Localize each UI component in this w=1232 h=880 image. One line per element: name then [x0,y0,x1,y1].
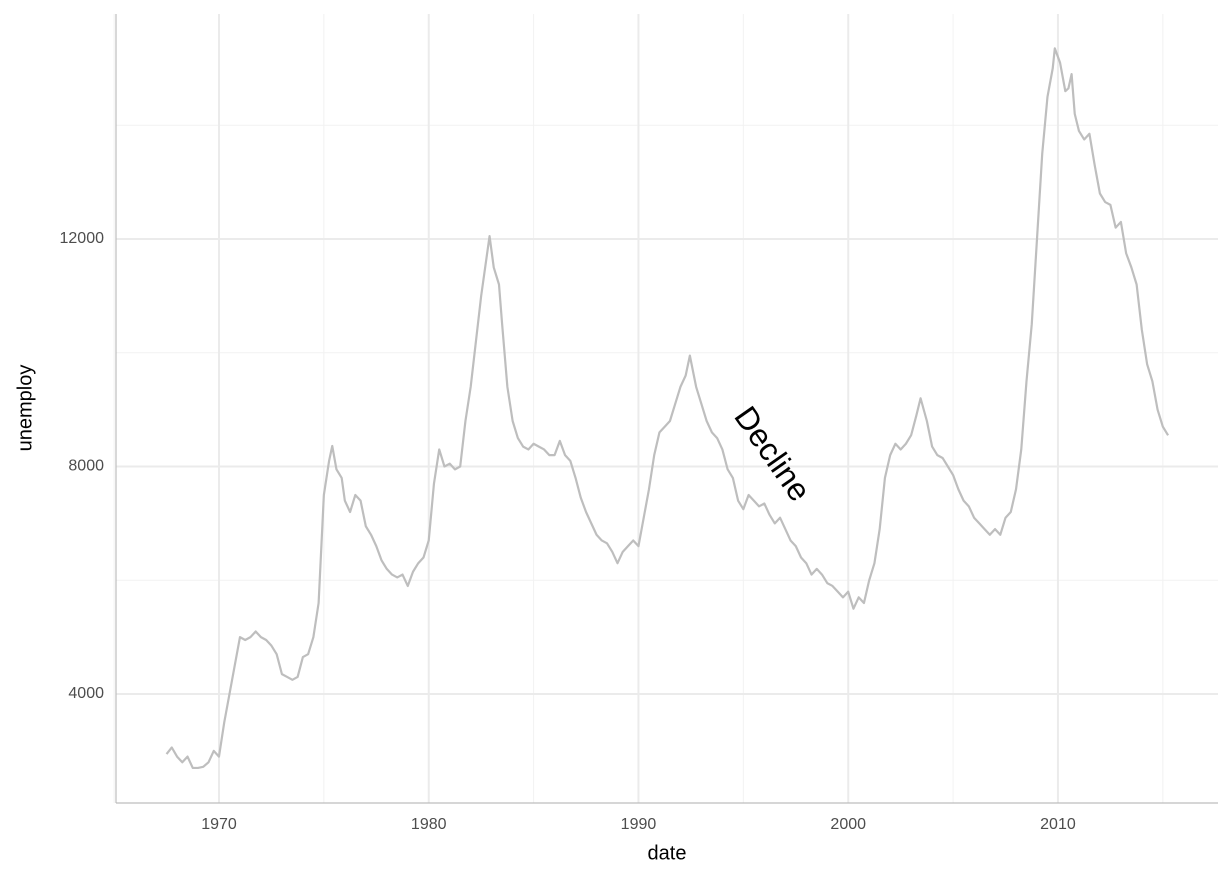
x-tick-label: 1990 [621,816,657,833]
x-tick-label: 1970 [201,816,237,833]
x-tick-label: 1980 [411,816,447,833]
annotation: Decline [727,400,818,508]
y-tick-label: 8000 [68,458,104,475]
x-axis-title: date [648,842,687,864]
y-tick-label: 12000 [60,230,105,247]
y-axis-title: unemploy [14,365,36,452]
x-tick-label: 2010 [1040,816,1076,833]
x-tick-label: 2000 [830,816,866,833]
y-tick-label: 4000 [68,685,104,702]
data-line [165,47,1170,770]
